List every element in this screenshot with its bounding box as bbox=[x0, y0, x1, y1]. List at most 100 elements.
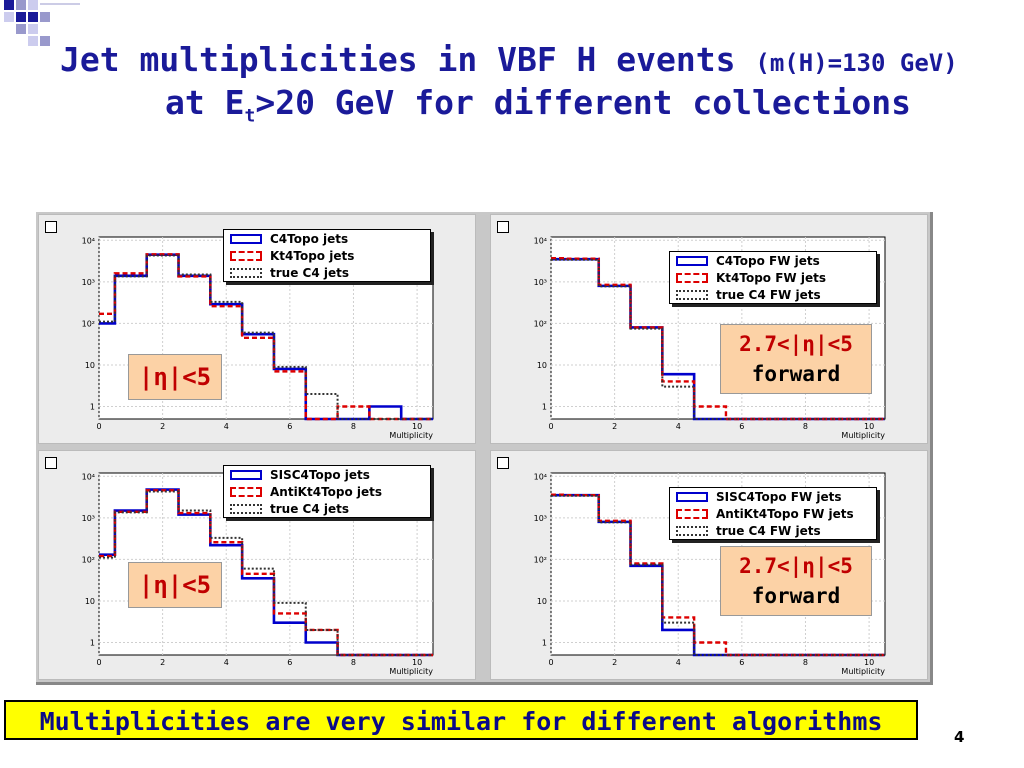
x-tick-label: 6 bbox=[739, 422, 744, 431]
series-line bbox=[551, 493, 885, 657]
x-tick-label: 8 bbox=[351, 422, 356, 431]
title-main: Jet multiplicities in VBF H events bbox=[60, 40, 736, 79]
legend-entry: C4Topo FW jets bbox=[670, 252, 876, 269]
legend-entry: true C4 FW jets bbox=[670, 522, 876, 539]
legend-swatch-icon bbox=[230, 267, 262, 278]
page-number: 4 bbox=[954, 728, 965, 746]
y-tick-label: 10 bbox=[85, 597, 95, 606]
x-axis-label: Multiplicity bbox=[389, 431, 433, 440]
legend-swatch-icon bbox=[676, 272, 708, 283]
legend-entry: SISC4Topo jets bbox=[224, 466, 430, 483]
legend-swatch-icon bbox=[230, 486, 262, 497]
legend-entry: AntiKt4Topo FW jets bbox=[670, 505, 876, 522]
x-tick-label: 10 bbox=[864, 658, 874, 667]
x-tick-label: 10 bbox=[864, 422, 874, 431]
series-line bbox=[551, 494, 885, 656]
legend-swatch-icon bbox=[230, 250, 262, 261]
legend: C4Topo FW jets Kt4Topo FW jets true C4 FW … bbox=[669, 251, 877, 304]
legend-entry: Kt4Topo FW jets bbox=[670, 269, 876, 286]
legend-label: true C4 jets bbox=[270, 265, 349, 280]
x-axis-label: Multiplicity bbox=[389, 667, 433, 676]
legend: C4Topo jets Kt4Topo jets true C4 jets bbox=[223, 229, 431, 282]
series-line bbox=[551, 258, 885, 420]
legend-swatch-icon bbox=[676, 508, 708, 519]
x-tick-label: 10 bbox=[412, 422, 422, 431]
x-tick-label: 6 bbox=[287, 658, 292, 667]
y-tick-label: 10² bbox=[534, 319, 547, 328]
eta-note-top: |η|<5 bbox=[128, 354, 222, 400]
x-tick-label: 4 bbox=[676, 658, 681, 667]
forward-note-bottom: 2.7<|η|<5 forward bbox=[720, 546, 872, 616]
series-line bbox=[99, 490, 433, 656]
plot-top-left: 1 10 10² 10³ 10⁴ 0 2 4 6 8 10 Multiplicity C4Topo je… bbox=[38, 214, 476, 444]
canvas-corner-icon bbox=[497, 221, 509, 233]
legend-label: SISC4Topo FW jets bbox=[716, 489, 842, 504]
y-tick-label: 10³ bbox=[534, 278, 547, 287]
legend-entry: SISC4Topo FW jets bbox=[670, 488, 876, 505]
legend-label: Kt4Topo FW jets bbox=[716, 270, 826, 285]
y-tick-label: 10⁴ bbox=[82, 472, 95, 481]
legend-label: true C4 jets bbox=[270, 501, 349, 516]
x-tick-label: 0 bbox=[96, 422, 101, 431]
legend-entry: Kt4Topo jets bbox=[224, 247, 430, 264]
legend-swatch-icon bbox=[230, 233, 262, 244]
y-tick-label: 10² bbox=[82, 319, 95, 328]
legend-swatch-icon bbox=[676, 491, 708, 502]
legend-label: C4Topo FW jets bbox=[716, 253, 820, 268]
legend-label: true C4 FW jets bbox=[716, 287, 821, 302]
legend-label: C4Topo jets bbox=[270, 231, 349, 246]
x-axis-label: Multiplicity bbox=[841, 431, 885, 440]
legend-entry: AntiKt4Topo jets bbox=[224, 483, 430, 500]
legend-swatch-icon bbox=[230, 503, 262, 514]
y-tick-label: 10 bbox=[537, 361, 547, 370]
y-tick-label: 10³ bbox=[534, 514, 547, 523]
y-tick-label: 10⁴ bbox=[534, 472, 547, 481]
canvas-corner-icon bbox=[45, 457, 57, 469]
slide-title: Jet multiplicities in VBF H events (m(H)… bbox=[60, 40, 1010, 127]
y-tick-label: 1 bbox=[90, 638, 95, 647]
x-tick-label: 6 bbox=[287, 422, 292, 431]
y-tick-label: 10³ bbox=[82, 514, 95, 523]
forward-note-range: 2.7<|η|<5 bbox=[739, 554, 853, 578]
canvas-corner-icon bbox=[45, 221, 57, 233]
legend-entry: C4Topo jets bbox=[224, 230, 430, 247]
x-tick-label: 0 bbox=[96, 658, 101, 667]
plots-panel: 1 10 10² 10³ 10⁴ 0 2 4 6 8 10 Multiplicity C4Topo je… bbox=[36, 212, 933, 685]
x-tick-label: 10 bbox=[412, 658, 422, 667]
forward-note-range: 2.7<|η|<5 bbox=[739, 332, 853, 356]
legend-label: AntiKt4Topo FW jets bbox=[716, 506, 854, 521]
x-tick-label: 8 bbox=[351, 658, 356, 667]
x-tick-label: 6 bbox=[739, 658, 744, 667]
legend-swatch-icon bbox=[676, 525, 708, 536]
plot-bottom-left: 1 10 10² 10³ 10⁴ 0 2 4 6 8 10 Multiplicity SISC4Topo… bbox=[38, 450, 476, 680]
legend: SISC4Topo jets AntiKt4Topo jets true C4 je… bbox=[223, 465, 431, 518]
legend-label: AntiKt4Topo jets bbox=[270, 484, 383, 499]
series-line bbox=[551, 257, 885, 421]
summary-banner: Multiplicities are very similar for diff… bbox=[4, 700, 918, 740]
legend-swatch-icon bbox=[676, 255, 708, 266]
legend-entry: true C4 jets bbox=[224, 500, 430, 517]
y-tick-label: 10³ bbox=[82, 278, 95, 287]
x-tick-label: 2 bbox=[612, 658, 617, 667]
series-line bbox=[99, 253, 433, 421]
y-tick-label: 10⁴ bbox=[534, 236, 547, 245]
canvas-corner-icon bbox=[497, 457, 509, 469]
legend: SISC4Topo FW jets AntiKt4Topo FW jets true… bbox=[669, 487, 877, 540]
forward-note-top: 2.7<|η|<5 forward bbox=[720, 324, 872, 394]
title-mass: (m(H)=130 GeV) bbox=[755, 49, 958, 77]
x-tick-label: 0 bbox=[548, 658, 553, 667]
y-tick-label: 10² bbox=[534, 555, 547, 564]
y-tick-label: 10 bbox=[85, 361, 95, 370]
title-line2-post: >20 GeV for different collections bbox=[255, 83, 911, 122]
y-tick-label: 10⁴ bbox=[82, 236, 95, 245]
x-tick-label: 2 bbox=[160, 422, 165, 431]
legend-label: SISC4Topo jets bbox=[270, 467, 370, 482]
x-axis-label: Multiplicity bbox=[841, 667, 885, 676]
y-tick-label: 1 bbox=[90, 402, 95, 411]
legend-swatch-icon bbox=[230, 469, 262, 480]
title-line-1: Jet multiplicities in VBF H events (m(H)… bbox=[60, 40, 1010, 79]
title-line2-pre: at E bbox=[165, 83, 245, 122]
title-line-2: at Et>20 GeV for different collections bbox=[165, 83, 1010, 127]
legend-entry: true C4 FW jets bbox=[670, 286, 876, 303]
legend-label: true C4 FW jets bbox=[716, 523, 821, 538]
